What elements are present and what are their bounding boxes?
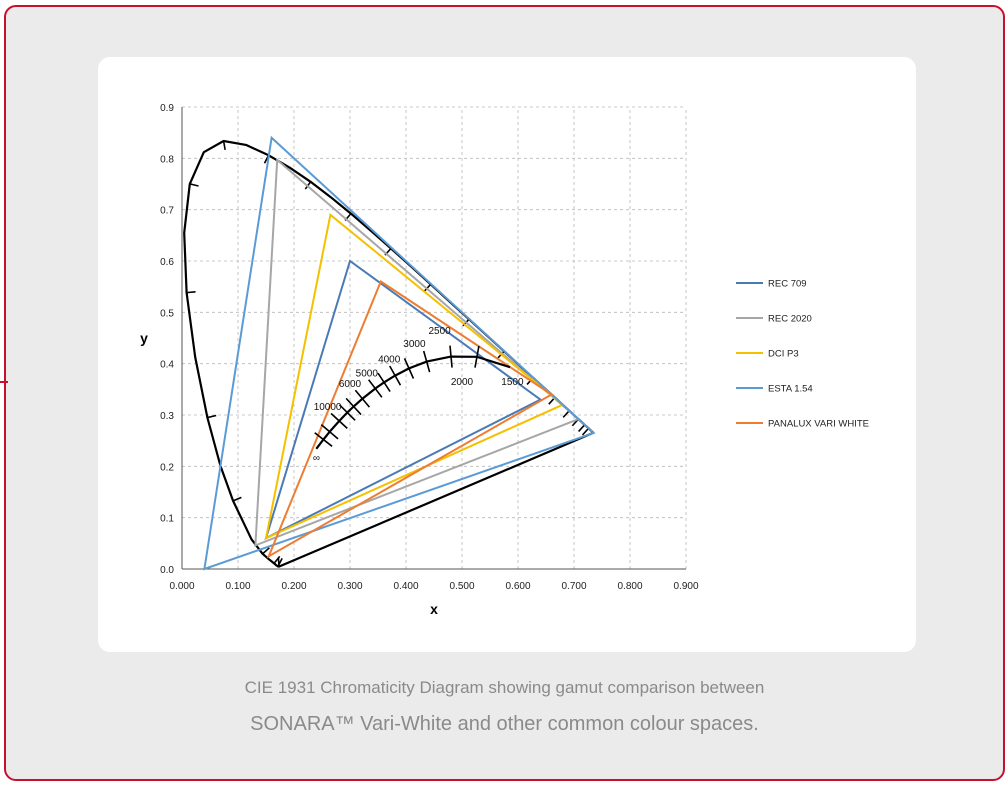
wavelength-tick xyxy=(232,496,242,502)
cct-label: 2500 xyxy=(428,326,451,337)
axes: 0.000 0.100 0.200 0.300 0.400 0.500 0.600 0.700… xyxy=(140,103,699,617)
y-tick-label: 0.1 xyxy=(160,514,174,525)
isotherm-tick xyxy=(354,389,371,408)
wavelength-tick xyxy=(424,283,432,292)
y-tick-label: 0.0 xyxy=(160,565,174,576)
isotherm-tick xyxy=(377,372,391,393)
chromaticity-chart: 0.000 0.100 0.200 0.300 0.400 0.500 0.600 0.700… xyxy=(140,103,869,617)
y-axis-label: y xyxy=(140,330,148,346)
x-tick-label: 0.200 xyxy=(281,581,306,592)
gamut-rec-709 xyxy=(264,259,543,541)
cct-label: 1500 xyxy=(501,377,524,388)
isotherm-tick xyxy=(320,424,339,440)
chart-card: 0.000 0.100 0.200 0.300 0.400 0.500 0.600 0.700… xyxy=(98,57,916,652)
isotherm-tick xyxy=(474,345,480,368)
cct-label: ∞ xyxy=(313,453,320,464)
wavelength-tick xyxy=(222,140,226,150)
gamut-layer xyxy=(203,135,596,571)
legend-label: REC 709 xyxy=(768,279,807,290)
x-tick-label: 0.100 xyxy=(225,581,250,592)
caption-line-2: SONARA™ Vari-White and other common colo… xyxy=(250,713,759,735)
planckian-locus-layer xyxy=(314,345,511,450)
cct-label: 6000 xyxy=(339,379,362,390)
y-tick-label: 0.5 xyxy=(160,308,174,319)
wavelength-tick xyxy=(273,555,281,564)
isotherm-tick xyxy=(389,365,402,386)
isotherm-tick xyxy=(345,397,362,416)
isotherm-tick xyxy=(314,432,333,447)
cct-label: 3000 xyxy=(403,339,426,350)
legend-label: REC 2020 xyxy=(768,314,812,325)
legend-label: DCI P3 xyxy=(768,349,799,360)
y-tick-label: 0.2 xyxy=(160,462,174,473)
x-tick-label: 0.700 xyxy=(561,581,586,592)
wavelength-tick xyxy=(189,183,199,187)
x-tick-label: 0.900 xyxy=(673,581,698,592)
isotherm-tick xyxy=(338,404,356,421)
isotherm-tick xyxy=(403,358,415,379)
legend-label: ESTA 1.54 xyxy=(768,384,813,395)
cct-label: 2000 xyxy=(451,377,474,388)
y-tick-label: 0.8 xyxy=(160,154,174,165)
x-tick-label: 0.000 xyxy=(169,581,194,592)
figure-caption: CIE 1931 Chromaticity Diagram showing ga… xyxy=(4,670,1005,742)
gamut-dci-p3 xyxy=(264,212,565,540)
x-tick-label: 0.500 xyxy=(449,581,474,592)
x-axis-label: x xyxy=(430,601,438,617)
gamut-rec-2020 xyxy=(254,157,581,547)
wavelength-tick xyxy=(186,291,196,294)
y-tick-label: 0.4 xyxy=(160,360,174,371)
wavelength-tick xyxy=(581,427,590,436)
wavelength-tick xyxy=(562,410,570,418)
caption-line-1: CIE 1931 Chromaticity Diagram showing ga… xyxy=(244,678,765,697)
x-tick-label: 0.600 xyxy=(505,581,530,592)
legend-label: PANALUX VARI WHITE xyxy=(768,419,869,430)
frame-accent-tick xyxy=(0,381,8,383)
cct-label: 5000 xyxy=(356,369,379,380)
isotherm-tick xyxy=(330,412,348,429)
cct-label: 4000 xyxy=(378,355,401,366)
legend: REC 709 REC 2020 DCI P3 ESTA 1.54 PANALUX VA… xyxy=(736,279,869,430)
cct-label: 10000 xyxy=(314,402,342,413)
isotherm-tick xyxy=(367,379,383,398)
gamut-panalux-vari-white xyxy=(266,279,554,559)
x-tick-label: 0.400 xyxy=(393,581,418,592)
wavelength-tick xyxy=(578,424,586,433)
wavelength-tick xyxy=(207,414,217,419)
wavelength-tick xyxy=(262,547,270,555)
x-tick-label: 0.800 xyxy=(617,581,642,592)
y-tick-label: 0.7 xyxy=(160,206,174,217)
wavelength-tick xyxy=(277,558,283,567)
y-tick-label: 0.9 xyxy=(160,103,174,114)
y-tick-label: 0.3 xyxy=(160,411,174,422)
gamut-esta-1-54 xyxy=(203,135,596,571)
isotherm-tick xyxy=(449,345,453,368)
x-tick-label: 0.300 xyxy=(337,581,362,592)
y-tick-label: 0.6 xyxy=(160,257,174,268)
isotherm-tick xyxy=(422,350,431,373)
